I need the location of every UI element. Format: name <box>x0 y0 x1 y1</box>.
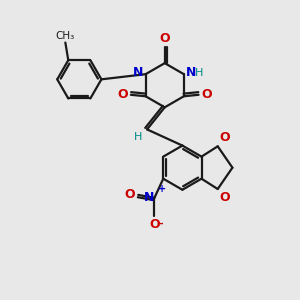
Text: CH₃: CH₃ <box>56 31 75 41</box>
Text: N: N <box>186 66 197 79</box>
Text: N: N <box>133 66 143 79</box>
Text: -: - <box>159 218 164 229</box>
Text: O: O <box>219 191 230 204</box>
Text: H: H <box>134 132 142 142</box>
Text: O: O <box>159 32 170 45</box>
Text: O: O <box>219 131 230 144</box>
Text: O: O <box>149 218 160 232</box>
Text: O: O <box>202 88 212 101</box>
Text: O: O <box>125 188 135 201</box>
Text: +: + <box>158 184 166 194</box>
Text: O: O <box>117 88 128 101</box>
Text: N: N <box>143 191 154 204</box>
Text: H: H <box>195 68 203 78</box>
